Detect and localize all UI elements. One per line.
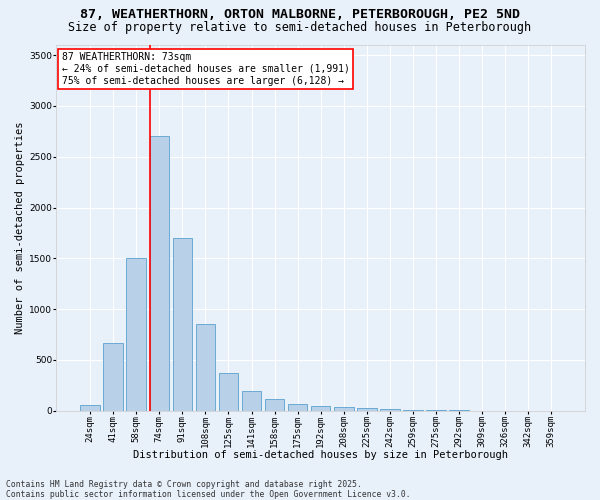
Text: 87 WEATHERTHORN: 73sqm
← 24% of semi-detached houses are smaller (1,991)
75% of : 87 WEATHERTHORN: 73sqm ← 24% of semi-det… xyxy=(62,52,349,86)
Bar xyxy=(265,398,284,411)
Bar xyxy=(196,324,215,411)
Bar xyxy=(127,258,146,411)
Bar xyxy=(103,343,123,411)
Bar xyxy=(149,136,169,411)
Text: Size of property relative to semi-detached houses in Peterborough: Size of property relative to semi-detach… xyxy=(68,21,532,34)
Text: Contains HM Land Registry data © Crown copyright and database right 2025.
Contai: Contains HM Land Registry data © Crown c… xyxy=(6,480,410,499)
Bar xyxy=(242,392,262,411)
Bar xyxy=(426,410,446,411)
Y-axis label: Number of semi-detached properties: Number of semi-detached properties xyxy=(15,122,25,334)
Bar xyxy=(357,408,377,411)
Bar xyxy=(334,407,353,411)
Bar xyxy=(311,406,331,411)
Bar xyxy=(80,405,100,411)
Text: 87, WEATHERTHORN, ORTON MALBORNE, PETERBOROUGH, PE2 5ND: 87, WEATHERTHORN, ORTON MALBORNE, PETERB… xyxy=(80,8,520,20)
Bar xyxy=(403,410,422,411)
Bar xyxy=(218,373,238,411)
Bar xyxy=(288,404,307,411)
Bar xyxy=(449,410,469,411)
X-axis label: Distribution of semi-detached houses by size in Peterborough: Distribution of semi-detached houses by … xyxy=(133,450,508,460)
Bar xyxy=(380,410,400,411)
Bar xyxy=(173,238,192,411)
